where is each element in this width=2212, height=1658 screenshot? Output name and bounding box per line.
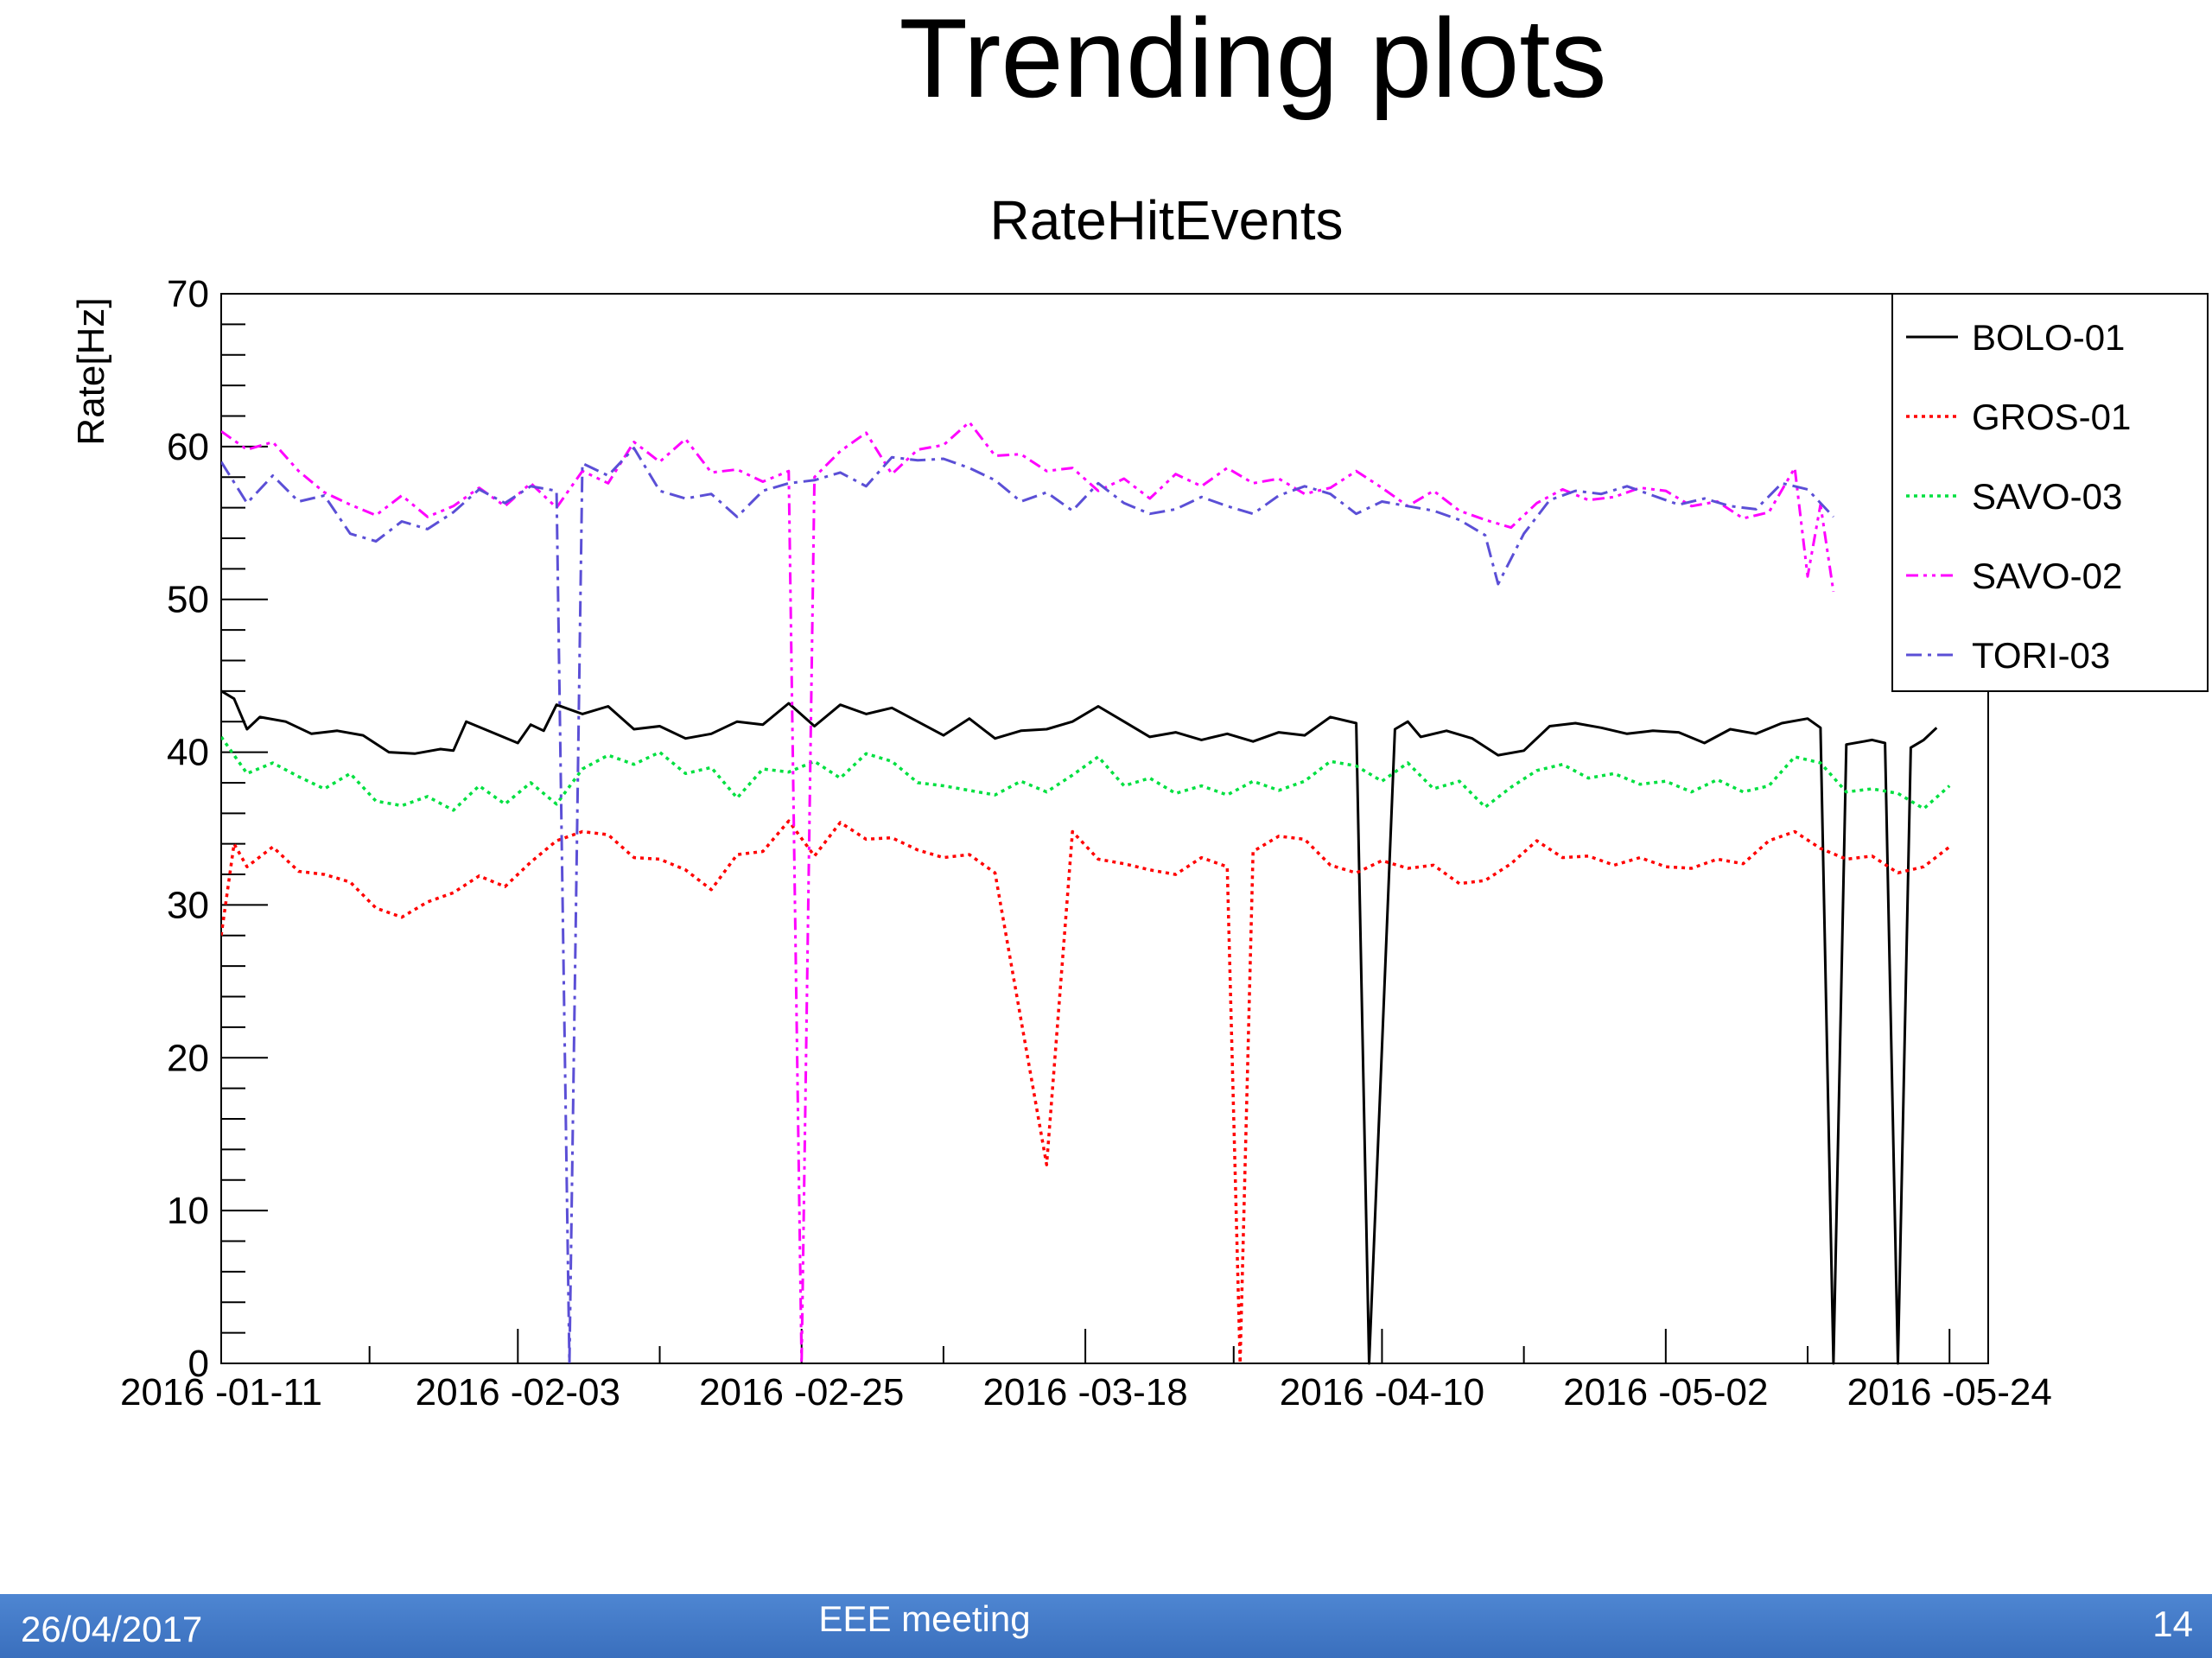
legend-label-gros-01: GROS-01 — [1972, 397, 2131, 437]
y-tick-label: 50 — [167, 579, 209, 621]
footer-date: 26/04/2017 — [21, 1609, 203, 1649]
axes: 0 10 20 30 40 50 60 70 2016 -01-11 2016 -02-03 201… — [120, 273, 2052, 1413]
x-tick-label: 2016 -04-10 — [1280, 1371, 1484, 1413]
series-line-tori-03 — [221, 447, 1834, 1365]
series-line-savo-03 — [221, 735, 1951, 812]
legend-label-savo-03: SAVO-03 — [1972, 476, 2122, 517]
series-line-gros-01 — [221, 819, 1951, 1365]
y-axis-label: Rate[Hz] — [70, 297, 112, 445]
trend-chart: RateHitEvents Rate[Hz] 0 10 20 30 40 50 60 70 20… — [70, 189, 2209, 1413]
legend-label-tori-03: TORI-03 — [1972, 635, 2110, 676]
y-tick-label: 70 — [167, 273, 209, 315]
y-tick-label: 60 — [167, 426, 209, 468]
x-tick-label: 2016 -05-24 — [1847, 1371, 2052, 1413]
slide-title: Trending plots — [899, 0, 1607, 121]
legend-label-savo-02: SAVO-02 — [1972, 556, 2122, 596]
series-line-bolo-01 — [221, 689, 1938, 1365]
series-lines — [221, 421, 1951, 1365]
legend: BOLO-01 GROS-01 SAVO-03 SAVO-02 TORI-03 — [1891, 293, 2209, 692]
x-tick-label: 2016 -01-11 — [120, 1371, 322, 1413]
footer-page-number: 14 — [2152, 1604, 2193, 1644]
legend-label-bolo-01: BOLO-01 — [1972, 317, 2125, 358]
x-tick-label: 2016 -03-18 — [982, 1371, 1187, 1413]
plot-frame — [220, 293, 1989, 1364]
x-tick-label: 2016 -05-02 — [1563, 1371, 1768, 1413]
legend-box — [1891, 293, 2209, 692]
x-tick-label: 2016 -02-03 — [416, 1371, 620, 1413]
chart-title: RateHitEvents — [989, 189, 1343, 251]
footer-meeting-title: EEE meeting — [818, 1598, 1031, 1639]
series-line-savo-02 — [221, 421, 1835, 1365]
y-tick-label: 30 — [167, 884, 209, 926]
x-tick-label: 2016 -02-25 — [699, 1371, 904, 1413]
y-tick-label: 40 — [167, 732, 209, 774]
y-tick-label: 0 — [188, 1343, 209, 1385]
y-tick-label: 20 — [167, 1037, 209, 1079]
footer-bar: 26/04/2017 EEE meeting 14 — [0, 1594, 2212, 1658]
y-tick-label: 10 — [167, 1190, 209, 1232]
